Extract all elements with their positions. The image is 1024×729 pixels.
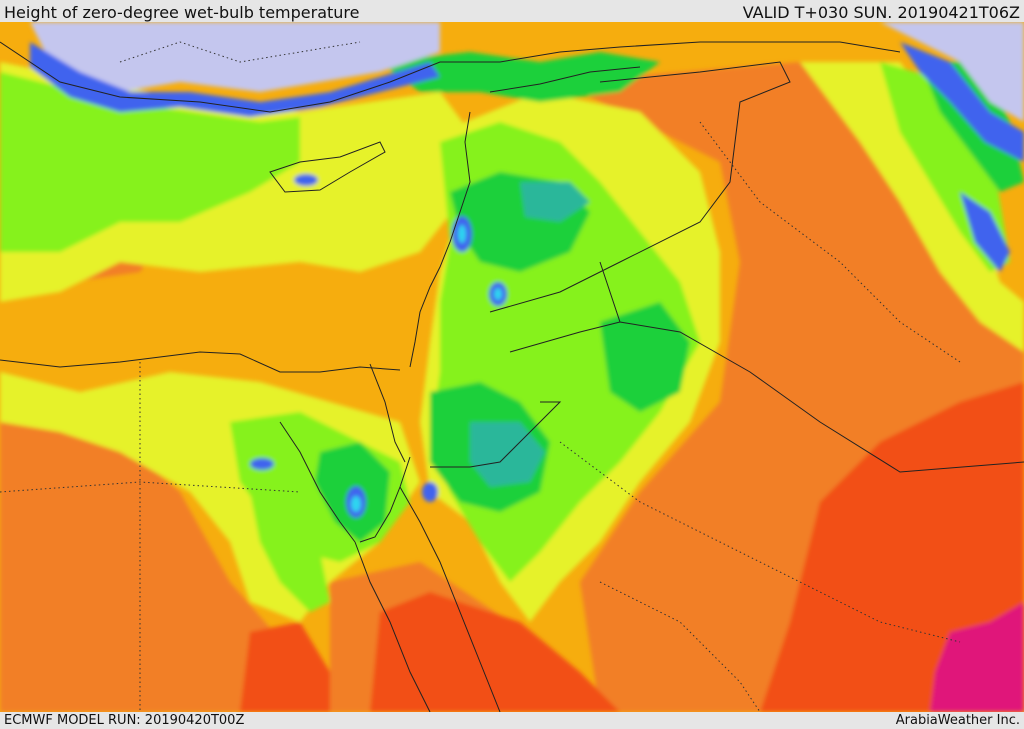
cyan-core-syria [494,288,502,300]
green-region-north-coast [380,52,660,102]
red-region-south [370,592,620,712]
cyprus-outline [269,141,386,193]
very-low-region-northeast [880,22,1024,122]
blue-core-egypt [250,458,274,470]
red-sea-coast-west [354,541,431,712]
dotted-border-3 [559,441,961,643]
blue-band-east [960,192,1010,272]
cyan-core-lebanon [458,225,466,243]
dotted-border-5 [599,581,761,712]
blue-core-aqaba [422,482,438,502]
border-jordan-saudi [430,321,621,468]
dotted-border-2 [0,481,301,493]
gulf-of-suez [279,421,356,543]
cyan-core-sinai [351,496,361,512]
border-egypt-israel [369,363,406,463]
credit: ArabiaWeather Inc. [895,713,1020,728]
borders-layer [0,41,1024,712]
model-run: ECMWF MODEL RUN: 20190420T00Z [4,713,245,728]
light-green-region-nile [250,492,330,612]
border-syria-iraq [489,61,791,313]
dotted-border-6 [119,41,361,63]
coastline-levant [409,111,471,368]
blue-band-northeast [900,42,1024,162]
valid-time: VALID T+030 SUN. 20190421T06Z [742,3,1020,22]
gulf-of-aqaba [359,456,411,543]
map-title: Height of zero-degree wet-bulb temperatu… [4,3,360,22]
red-region-southwest [240,622,330,712]
coastline-egypt [0,351,401,373]
magenta-region [930,602,1024,712]
very-low-region-north [30,22,440,92]
red-sea-coast-east [399,486,501,712]
border-turkey-syria [489,66,641,93]
coastline-north [0,41,901,113]
map-area [0,22,1024,712]
teal-region-lebanon [520,182,590,222]
footer-bar: ECMWF MODEL RUN: 20190420T00Z ArabiaWeat… [0,712,1024,729]
header-bar: Height of zero-degree wet-bulb temperatu… [0,0,1024,22]
red-region-southeast [760,382,1024,712]
blue-core-cyprus [294,174,318,186]
light-green-region-north [0,72,300,252]
dotted-borders-layer [0,41,961,712]
wet-bulb-zero-map [0,22,1024,712]
yellow-band-northeast [800,62,1024,352]
